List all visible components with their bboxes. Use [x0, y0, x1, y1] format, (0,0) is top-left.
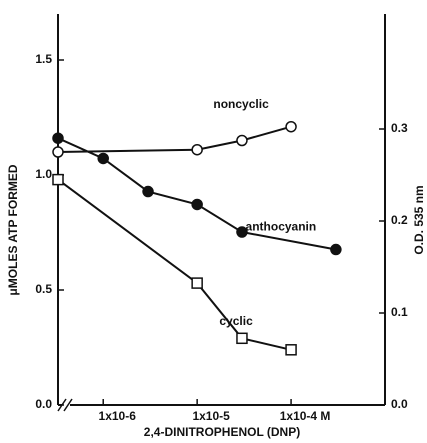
marker [330, 243, 342, 256]
marker [191, 143, 203, 156]
x-tick-label: 1x10-5 [192, 409, 230, 423]
y-axis-label: μMOLES ATP FORMED [6, 164, 20, 295]
marker [142, 185, 154, 198]
series-line [57, 178, 292, 351]
marker [52, 146, 64, 158]
series-label: anthocyanin [246, 220, 317, 234]
marker [285, 120, 297, 133]
y-tick-label: 0.0 [35, 397, 52, 411]
marker [191, 198, 203, 211]
marker [191, 277, 203, 289]
marker [236, 226, 248, 238]
marker [97, 152, 109, 165]
marker [236, 134, 248, 147]
x-axis-label: 2,4-DINITROPHENOL (DNP) [144, 425, 300, 439]
y-tick-label: 0.5 [35, 282, 52, 296]
y-tick-label: 1.5 [35, 52, 52, 66]
marker [236, 332, 248, 345]
y-tick-label: 1.0 [35, 167, 52, 181]
y2-tick-label: 0.2 [391, 213, 408, 227]
marker [52, 173, 64, 186]
x-tick-label: 1x10-4 M [280, 409, 331, 423]
y2-tick-label: 0.1 [391, 305, 408, 319]
marker [52, 132, 64, 144]
y2-tick-label: 0.0 [391, 397, 408, 411]
series-label: noncyclic [213, 97, 269, 111]
series-line [57, 125, 292, 153]
marker [285, 344, 297, 356]
y2-axis-label: O.D. 535 nm [412, 185, 426, 254]
series-label: cyclic [219, 314, 253, 328]
series-line [57, 137, 337, 251]
x-tick-label: 1x10-6 [99, 409, 137, 423]
axis-break-gap [62, 400, 70, 410]
y2-tick-label: 0.3 [391, 121, 408, 135]
